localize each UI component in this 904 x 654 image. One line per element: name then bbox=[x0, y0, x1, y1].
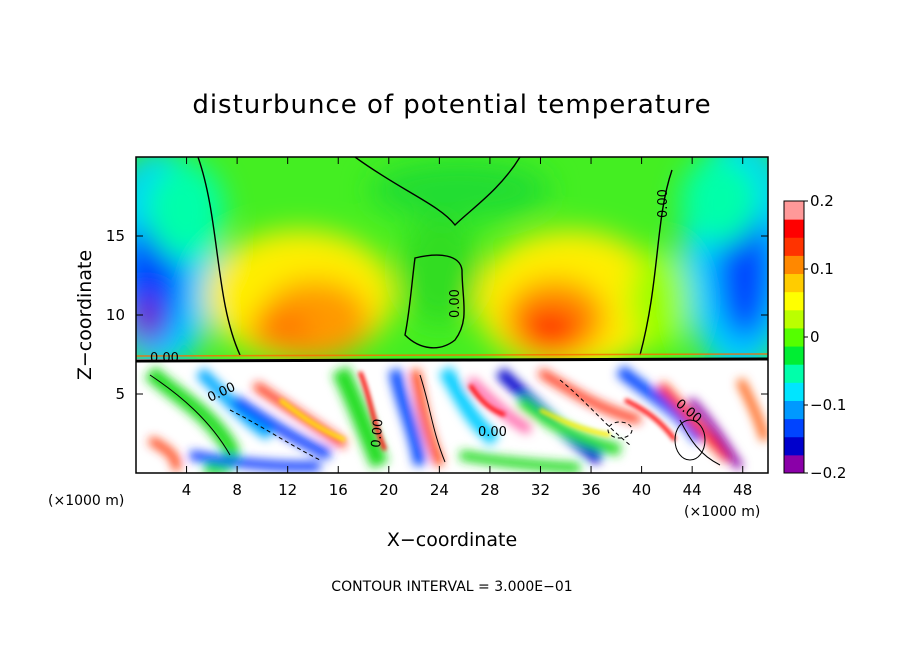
colorbar-swatch bbox=[784, 309, 804, 329]
contour-label: 0.00 bbox=[369, 418, 386, 448]
interface-line bbox=[136, 357, 768, 363]
contour-label: 0.00 bbox=[448, 289, 463, 318]
x-ticks: 4 8 12 16 20 24 28 32 36 40 44 48 bbox=[182, 157, 752, 499]
colorbar-swatch bbox=[784, 273, 804, 293]
x-tick-label: 12 bbox=[278, 481, 297, 499]
contour-label: 0.00 bbox=[656, 189, 671, 218]
colorbar-swatches bbox=[784, 201, 804, 474]
colorbar-swatch bbox=[784, 237, 804, 256]
colorbar-swatch bbox=[784, 400, 804, 420]
colorbar-swatch bbox=[784, 418, 804, 438]
x-tick-label: 36 bbox=[581, 481, 600, 499]
colorbar-swatch bbox=[784, 382, 804, 401]
x-tick-label: 16 bbox=[329, 481, 348, 499]
x-tick-label: 32 bbox=[531, 481, 550, 499]
contour-label: 0.00 bbox=[478, 425, 507, 440]
colorbar-swatch bbox=[784, 364, 804, 383]
x-tick-label: 44 bbox=[683, 481, 702, 499]
colorbar-tick-label: 0 bbox=[810, 328, 820, 346]
contour-label: 0.00 bbox=[150, 351, 179, 366]
y-ticks: 5 10 15 bbox=[106, 227, 768, 403]
colorbar-tick-label: −0.1 bbox=[810, 396, 846, 414]
y-tick-label: 15 bbox=[106, 227, 125, 245]
x-unit-left: (×1000 m) bbox=[48, 493, 124, 509]
x-tick-label: 24 bbox=[430, 481, 449, 499]
chart-title: disturbunce of potential temperature bbox=[192, 90, 711, 120]
x-tick-label: 4 bbox=[182, 481, 192, 499]
y-tick-label: 10 bbox=[106, 306, 125, 324]
colorbar-swatch bbox=[784, 219, 804, 238]
contour-interval-note: CONTOUR INTERVAL = 3.000E−01 bbox=[331, 579, 572, 595]
x-tick-label: 20 bbox=[379, 481, 398, 499]
colorbar: 0.2 0.1 0 −0.1 −0.2 bbox=[783, 192, 846, 482]
colorbar-tick-label: −0.2 bbox=[810, 464, 846, 482]
colorbar-swatch bbox=[784, 291, 804, 311]
colorbar-swatch bbox=[784, 454, 804, 474]
y-tick-label: 5 bbox=[115, 385, 125, 403]
upper-layer-field bbox=[136, 157, 768, 359]
colorbar-tick-label: 0.1 bbox=[810, 260, 834, 278]
x-tick-label: 40 bbox=[632, 481, 651, 499]
colorbar-swatch bbox=[784, 346, 804, 365]
x-tick-label: 8 bbox=[232, 481, 242, 499]
x-axis-label: X−coordinate bbox=[387, 529, 517, 551]
colorbar-swatch bbox=[784, 255, 804, 275]
colorbar-ticks: 0.2 0.1 0 −0.1 −0.2 bbox=[804, 192, 846, 482]
x-unit-right: (×1000 m) bbox=[684, 504, 760, 520]
colorbar-swatch bbox=[784, 436, 804, 456]
colorbar-tick-label: 0.2 bbox=[810, 192, 834, 210]
x-tick-label: 28 bbox=[480, 481, 499, 499]
lower-layer-field bbox=[136, 359, 768, 473]
colorbar-swatch bbox=[784, 327, 804, 347]
y-axis-label: Z−coordinate bbox=[74, 250, 96, 380]
colorbar-swatch bbox=[784, 201, 804, 220]
x-tick-label: 48 bbox=[733, 481, 752, 499]
plot-area bbox=[136, 157, 768, 473]
